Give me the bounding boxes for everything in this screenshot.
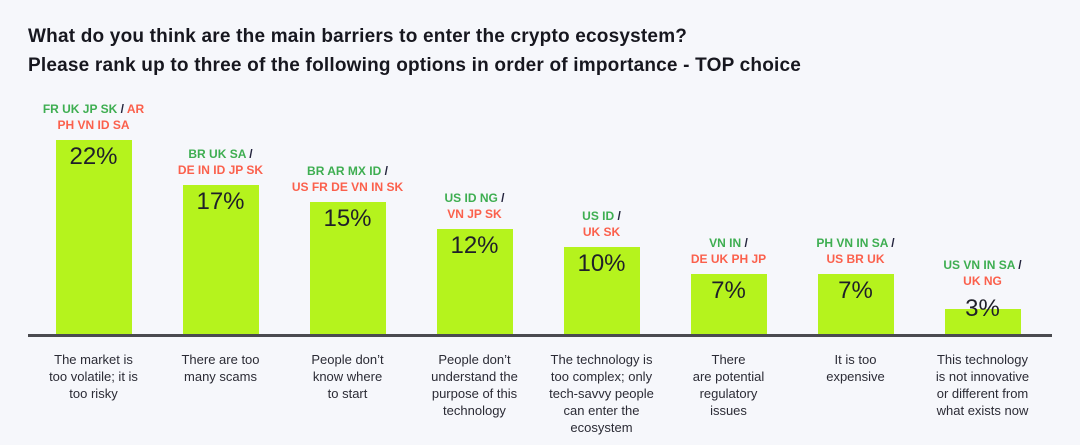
bar-country-codes: US ID / UK SK	[582, 209, 621, 239]
bar	[563, 247, 640, 336]
bar-country-codes: US VN IN SA / UK NG	[943, 258, 1022, 288]
bar-category-label: This technology is not innovative or diffe…	[935, 352, 1030, 418]
bar-value-label: 17%	[196, 188, 245, 215]
bar-value-label: 12%	[450, 232, 499, 259]
bar-country-codes: FR UK JP SK / AR PH VN ID SA	[42, 102, 145, 132]
bar-value-label: 7%	[711, 277, 746, 304]
bar-category-label: The technology is too complex; only tech-s…	[549, 352, 654, 435]
x-axis-line	[28, 334, 1052, 337]
chart-title-line1: What do you think are the main barriers …	[28, 26, 688, 47]
bar-category-label: There are too many scams	[181, 352, 260, 384]
bar	[817, 274, 894, 336]
bar	[55, 140, 132, 336]
bar-country-codes: VN IN / DE UK PH JP	[690, 236, 767, 266]
bar-value-label: 22%	[69, 143, 118, 170]
bar-category-label: The market is too volatile; it is too risk…	[49, 352, 138, 401]
bar-country-codes: BR AR MX ID / US FR DE VN IN SK	[291, 164, 404, 194]
bar	[944, 309, 1021, 336]
bar-value-label: 15%	[323, 205, 372, 232]
bar-category-label: People don’t know where to start	[311, 352, 384, 401]
bar-category-label: There are potential regulatory issues	[692, 352, 765, 418]
bar-country-codes: PH VN IN SA / US BR UK	[816, 236, 895, 266]
bar	[436, 229, 513, 336]
bar-country-codes: US ID NG / VN JP SK	[444, 191, 505, 221]
bar-value-label: 10%	[577, 250, 626, 277]
bar-category-label: People don’t understand the purpose of thi…	[431, 352, 518, 418]
bar-category-label: It is too expensive	[826, 352, 885, 384]
bar-value-label: 3%	[965, 295, 1000, 322]
bar	[690, 274, 767, 336]
bar-value-label: 7%	[838, 277, 873, 304]
chart-title-line2: Please rank up to three of the following…	[28, 55, 802, 76]
bar-country-codes: BR UK SA / DE IN ID JP SK	[177, 147, 264, 177]
bar	[309, 202, 386, 336]
chart-title: What do you think are the main barriers …	[28, 22, 801, 80]
bar	[182, 185, 259, 336]
